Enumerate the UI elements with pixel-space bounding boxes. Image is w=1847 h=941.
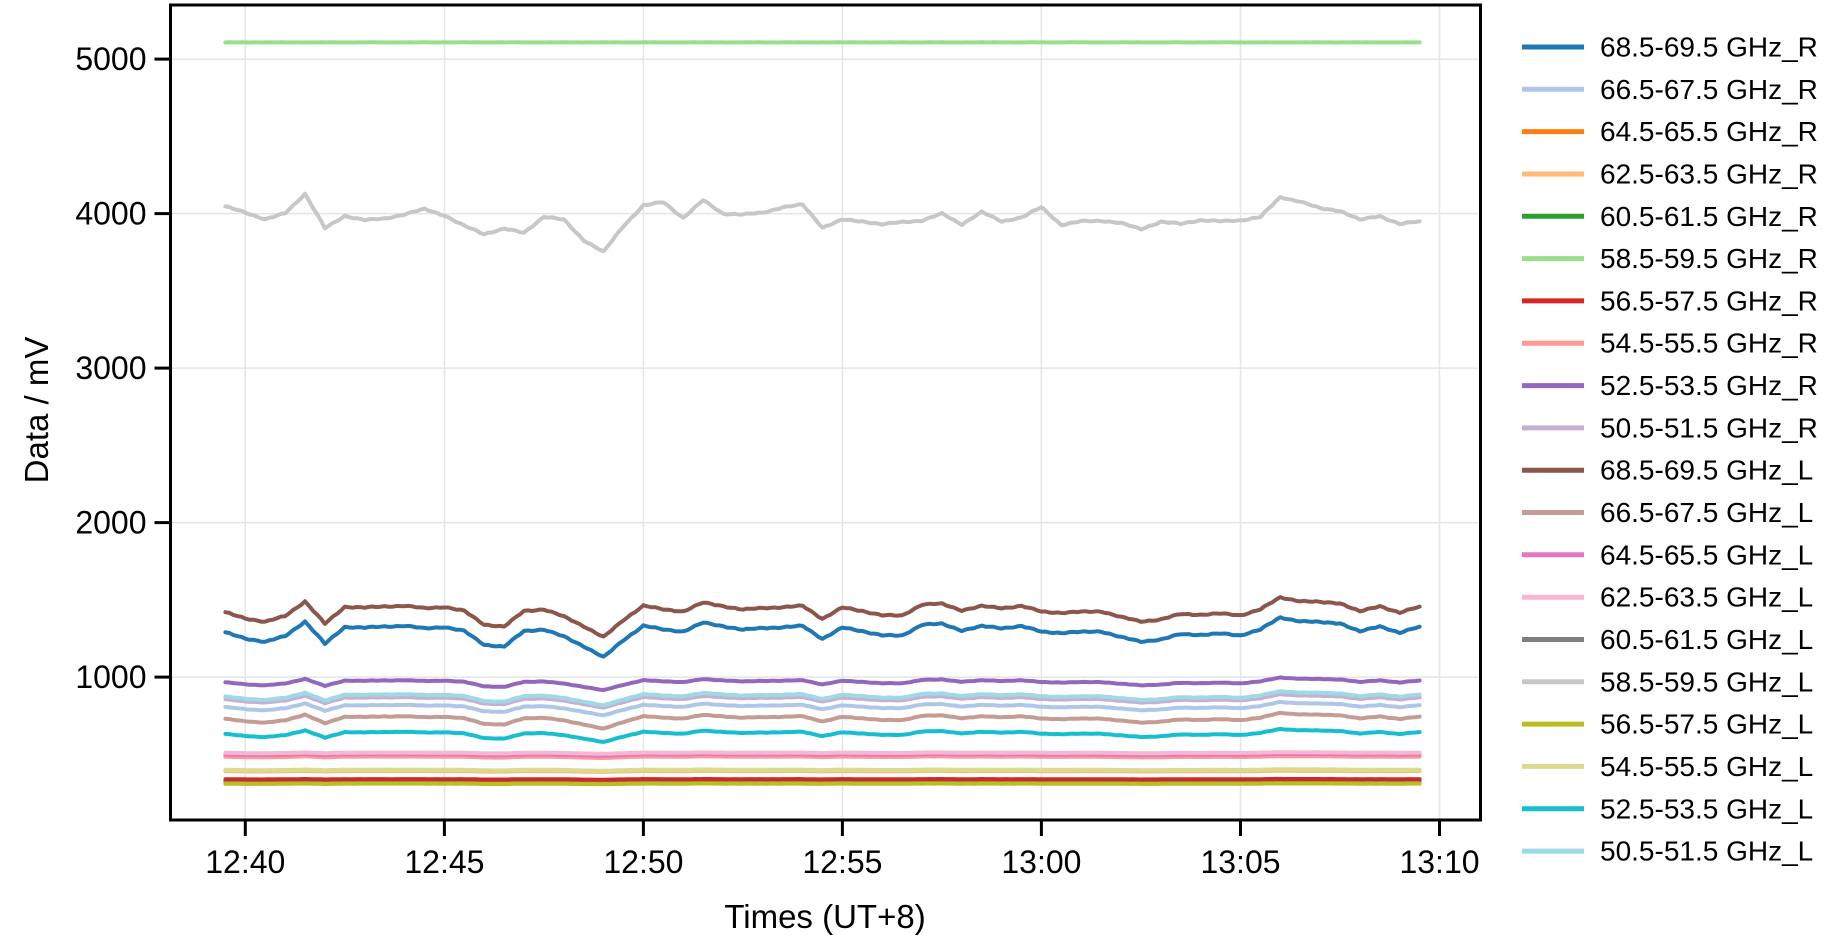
legend-label-68-5-69-5-ghz-r: 68.5-69.5 GHz_R bbox=[1600, 32, 1818, 63]
legend-label-52-5-53-5-ghz-l: 52.5-53.5 GHz_L bbox=[1600, 793, 1813, 824]
legend-item-60-5-61-5-ghz-l: 60.5-61.5 GHz_L bbox=[1522, 624, 1813, 655]
y-tick-label: 5000 bbox=[75, 41, 146, 77]
legend-label-64-5-65-5-ghz-l: 64.5-65.5 GHz_L bbox=[1600, 539, 1813, 570]
legend-item-56-5-57-5-ghz-l: 56.5-57.5 GHz_L bbox=[1522, 709, 1813, 740]
legend-label-50-5-51-5-ghz-r: 50.5-51.5 GHz_R bbox=[1600, 412, 1818, 443]
plot-frame bbox=[169, 3, 1482, 822]
series-line-56-5-57-5-ghz-r bbox=[223, 776, 1422, 782]
legend-label-54-5-55-5-ghz-r: 54.5-55.5 GHz_R bbox=[1600, 328, 1818, 359]
series-line-54-5-55-5-ghz-r bbox=[223, 754, 1422, 760]
series-line-52-5-53-5-ghz-r bbox=[223, 675, 1422, 692]
series-line-56-5-57-5-ghz-l bbox=[223, 781, 1422, 787]
legend-item-68-5-69-5-ghz-r: 68.5-69.5 GHz_R bbox=[1522, 32, 1818, 63]
legend-label-68-5-69-5-ghz-l: 68.5-69.5 GHz_L bbox=[1600, 455, 1813, 486]
legend-label-62-5-63-5-ghz-l: 62.5-63.5 GHz_L bbox=[1600, 582, 1813, 613]
y-tick-label: 1000 bbox=[75, 659, 146, 695]
legend-item-54-5-55-5-ghz-r: 54.5-55.5 GHz_R bbox=[1522, 328, 1818, 359]
series-line-62-5-63-5-ghz-l bbox=[223, 750, 1422, 756]
legend-item-58-5-59-5-ghz-r: 58.5-59.5 GHz_R bbox=[1522, 243, 1818, 274]
series-line-68-5-69-5-ghz-l bbox=[223, 595, 1422, 639]
x-tick-label: 13:10 bbox=[1399, 844, 1479, 880]
legend-item-60-5-61-5-ghz-r: 60.5-61.5 GHz_R bbox=[1522, 201, 1818, 232]
legend-label-52-5-53-5-ghz-r: 52.5-53.5 GHz_R bbox=[1600, 370, 1818, 401]
legend-label-50-5-51-5-ghz-l: 50.5-51.5 GHz_L bbox=[1600, 836, 1813, 867]
x-tick-label: 12:40 bbox=[205, 844, 285, 880]
legend-item-56-5-57-5-ghz-r: 56.5-57.5 GHz_R bbox=[1522, 285, 1818, 316]
legend-item-54-5-55-5-ghz-l: 54.5-55.5 GHz_L bbox=[1522, 751, 1813, 782]
series-line-58-5-59-5-ghz-l bbox=[223, 191, 1422, 254]
x-tick-label: 13:05 bbox=[1200, 844, 1280, 880]
legend-item-62-5-63-5-ghz-r: 62.5-63.5 GHz_R bbox=[1522, 159, 1818, 190]
legend-label-58-5-59-5-ghz-r: 58.5-59.5 GHz_R bbox=[1600, 243, 1818, 274]
x-tick-label: 13:00 bbox=[1001, 844, 1081, 880]
series-line-68-5-69-5-ghz-r bbox=[223, 615, 1422, 659]
legend-item-66-5-67-5-ghz-r: 66.5-67.5 GHz_R bbox=[1522, 74, 1818, 105]
y-tick-label: 2000 bbox=[75, 505, 146, 541]
legend-label-60-5-61-5-ghz-r: 60.5-61.5 GHz_R bbox=[1600, 201, 1818, 232]
legend-item-50-5-51-5-ghz-r: 50.5-51.5 GHz_R bbox=[1522, 412, 1818, 443]
series-line-66-5-67-5-ghz-l bbox=[223, 710, 1422, 731]
legend-label-66-5-67-5-ghz-r: 66.5-67.5 GHz_R bbox=[1600, 74, 1818, 105]
x-tick-label: 12:45 bbox=[404, 844, 484, 880]
series-line-50-5-51-5-ghz-r bbox=[223, 692, 1422, 710]
legend-item-68-5-69-5-ghz-l: 68.5-69.5 GHz_L bbox=[1522, 455, 1813, 486]
series-line-52-5-53-5-ghz-l bbox=[223, 726, 1422, 744]
y-axis-label: Data / mV bbox=[18, 336, 55, 484]
legend-label-62-5-63-5-ghz-r: 62.5-63.5 GHz_R bbox=[1600, 159, 1818, 190]
legend-item-66-5-67-5-ghz-l: 66.5-67.5 GHz_L bbox=[1522, 497, 1813, 528]
series-line-50-5-51-5-ghz-l bbox=[223, 689, 1422, 708]
legend-item-64-5-65-5-ghz-r: 64.5-65.5 GHz_R bbox=[1522, 116, 1818, 147]
x-tick-label: 12:50 bbox=[603, 844, 683, 880]
legend-item-64-5-65-5-ghz-l: 64.5-65.5 GHz_L bbox=[1522, 539, 1813, 570]
series-line-54-5-55-5-ghz-l bbox=[223, 767, 1422, 773]
series-line-66-5-67-5-ghz-r bbox=[223, 699, 1422, 718]
x-tick-label: 12:55 bbox=[802, 844, 882, 880]
legend-label-58-5-59-5-ghz-l: 58.5-59.5 GHz_L bbox=[1600, 666, 1813, 697]
x-axis-label: Times (UT+8) bbox=[724, 898, 926, 935]
legend-label-60-5-61-5-ghz-l: 60.5-61.5 GHz_L bbox=[1600, 624, 1813, 655]
legend-item-62-5-63-5-ghz-l: 62.5-63.5 GHz_L bbox=[1522, 582, 1813, 613]
legend-label-56-5-57-5-ghz-r: 56.5-57.5 GHz_R bbox=[1600, 285, 1818, 316]
legend-label-54-5-55-5-ghz-l: 54.5-55.5 GHz_L bbox=[1600, 751, 1813, 782]
legend-label-66-5-67-5-ghz-l: 66.5-67.5 GHz_L bbox=[1600, 497, 1813, 528]
y-tick-label: 3000 bbox=[75, 350, 146, 386]
y-tick-label: 4000 bbox=[75, 196, 146, 232]
legend-label-64-5-65-5-ghz-r: 64.5-65.5 GHz_R bbox=[1600, 116, 1818, 147]
legend-item-50-5-51-5-ghz-l: 50.5-51.5 GHz_L bbox=[1522, 836, 1813, 867]
legend-item-52-5-53-5-ghz-r: 52.5-53.5 GHz_R bbox=[1522, 370, 1818, 401]
legend-label-56-5-57-5-ghz-l: 56.5-57.5 GHz_L bbox=[1600, 709, 1813, 740]
legend-item-52-5-53-5-ghz-l: 52.5-53.5 GHz_L bbox=[1522, 793, 1813, 824]
legend-item-58-5-59-5-ghz-l: 58.5-59.5 GHz_L bbox=[1522, 666, 1813, 697]
